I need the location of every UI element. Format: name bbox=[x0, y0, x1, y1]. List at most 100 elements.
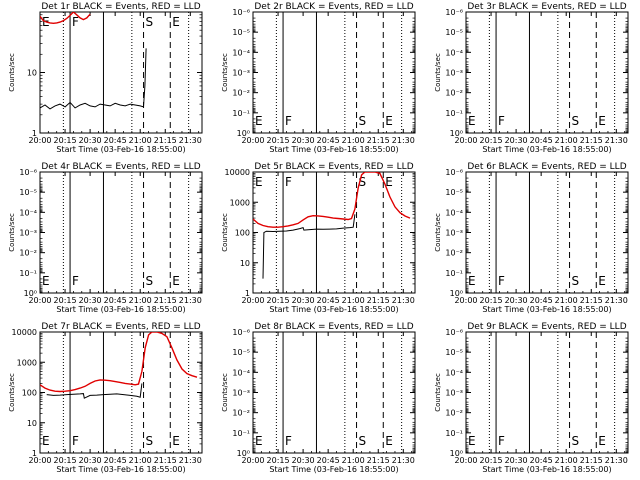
x-tick-label: 20:15 bbox=[54, 136, 77, 145]
x-tick-label: 21:30 bbox=[179, 136, 202, 145]
x-axis-label: Start Time (03-Feb-16 18:55:00) bbox=[482, 305, 611, 314]
y-tick-label: 10⁻⁴ bbox=[232, 48, 250, 57]
x-tick-label: 21:00 bbox=[129, 296, 152, 305]
marker-label: E bbox=[468, 434, 476, 448]
marker-label: E bbox=[385, 434, 393, 448]
y-tick-label: 10⁰ bbox=[237, 129, 250, 138]
series-line-events bbox=[262, 214, 356, 279]
x-tick-label: 21:15 bbox=[367, 296, 390, 305]
x-tick-label: 21:30 bbox=[392, 296, 415, 305]
x-tick-label: 20:30 bbox=[292, 136, 315, 145]
marker-label: E bbox=[385, 114, 393, 128]
x-tick-label: 20:45 bbox=[104, 456, 127, 465]
marker-label: F bbox=[285, 175, 292, 189]
y-tick-label: 10⁻⁶ bbox=[232, 8, 250, 17]
x-tick-label: 21:00 bbox=[129, 456, 152, 465]
y-tick-label: 10⁰ bbox=[450, 289, 463, 298]
series-group bbox=[253, 172, 411, 279]
marker-label: S bbox=[359, 114, 367, 128]
y-tick-label: 10⁻³ bbox=[19, 229, 37, 238]
x-tick-label: 21:30 bbox=[392, 456, 415, 465]
marker-label: S bbox=[572, 274, 580, 288]
marker-label: E bbox=[255, 114, 263, 128]
marker-label: E bbox=[598, 274, 606, 288]
x-tick-label: 21:30 bbox=[179, 456, 202, 465]
x-tick-label: 20:45 bbox=[317, 296, 340, 305]
marker-label: S bbox=[572, 114, 580, 128]
x-tick-label: 20:30 bbox=[292, 296, 315, 305]
x-tick-label: 21:30 bbox=[179, 296, 202, 305]
x-tick-label: 21:00 bbox=[342, 136, 365, 145]
marker-label: E bbox=[255, 175, 263, 189]
series-line-events bbox=[46, 383, 143, 399]
x-tick-label: 20:45 bbox=[317, 456, 340, 465]
y-tick-label: 10⁻³ bbox=[445, 69, 463, 78]
y-tick-label: 1 bbox=[32, 449, 37, 458]
chart-title: Det 4r BLACK = Events, RED = LLD bbox=[41, 162, 200, 172]
marker-label: E bbox=[468, 114, 476, 128]
y-tick-label: 10⁻² bbox=[232, 89, 250, 98]
y-tick-label: 10⁻⁴ bbox=[232, 368, 250, 377]
y-tick-label: 10⁻⁵ bbox=[232, 348, 250, 357]
x-axis-label: Start Time (03-Feb-16 18:55:00) bbox=[269, 145, 398, 154]
chart-title: Det 9r BLACK = Events, RED = LLD bbox=[467, 322, 626, 332]
marker-label: F bbox=[498, 114, 505, 128]
x-tick-label: 20:00 bbox=[241, 456, 264, 465]
x-tick-label: 20:45 bbox=[104, 136, 127, 145]
marker-label: S bbox=[146, 15, 154, 29]
y-tick-label: 10⁻³ bbox=[445, 389, 463, 398]
marker-label: F bbox=[72, 434, 79, 448]
series-group bbox=[40, 12, 147, 110]
marker-label: E bbox=[385, 175, 393, 189]
x-tick-label: 20:00 bbox=[454, 296, 477, 305]
marker-label: E bbox=[598, 114, 606, 128]
marker-label: F bbox=[498, 434, 505, 448]
y-tick-label: 10000 bbox=[12, 328, 37, 337]
y-tick-label: 10⁻⁶ bbox=[445, 8, 463, 17]
y-axis-label: Counts/sec bbox=[8, 213, 16, 252]
y-tick-label: 10⁻¹ bbox=[232, 429, 250, 438]
y-tick-label: 1 bbox=[32, 129, 37, 138]
x-tick-label: 21:30 bbox=[605, 456, 628, 465]
y-tick-label: 100 bbox=[22, 389, 37, 398]
y-axis-label: Counts/sec bbox=[8, 373, 16, 412]
y-tick-label: 1 bbox=[245, 289, 250, 298]
y-tick-label: 10⁻⁴ bbox=[445, 368, 463, 377]
x-tick-label: 21:00 bbox=[129, 136, 152, 145]
x-tick-label: 20:45 bbox=[317, 136, 340, 145]
x-tick-label: 20:15 bbox=[54, 456, 77, 465]
y-tick-label: 10⁻³ bbox=[232, 69, 250, 78]
y-tick-label: 10⁰ bbox=[450, 129, 463, 138]
x-axis-label: Start Time (03-Feb-16 18:55:00) bbox=[482, 465, 611, 474]
chart-title: Det 6r BLACK = Events, RED = LLD bbox=[467, 162, 626, 172]
y-axis-label: Counts/sec bbox=[221, 213, 229, 252]
y-tick-label: 10⁻¹ bbox=[445, 109, 463, 118]
y-tick-label: 100 bbox=[235, 229, 250, 238]
marker-label: E bbox=[172, 15, 180, 29]
chart-title: Det 3r BLACK = Events, RED = LLD bbox=[467, 2, 626, 12]
marker-label: S bbox=[146, 274, 154, 288]
marker-label: S bbox=[572, 434, 580, 448]
x-tick-label: 21:00 bbox=[342, 296, 365, 305]
x-tick-label: 21:15 bbox=[580, 456, 603, 465]
x-tick-label: 20:15 bbox=[267, 456, 290, 465]
y-axis-label: Counts/sec bbox=[434, 213, 442, 252]
y-tick-label: 1000 bbox=[17, 358, 37, 367]
marker-label: F bbox=[285, 114, 292, 128]
x-tick-label: 20:30 bbox=[292, 456, 315, 465]
y-tick-label: 10⁻² bbox=[445, 89, 463, 98]
x-tick-label: 20:45 bbox=[530, 456, 553, 465]
marker-label: E bbox=[172, 434, 180, 448]
plot-frame bbox=[39, 11, 203, 134]
marker-label: F bbox=[72, 15, 79, 29]
marker-label: E bbox=[468, 274, 476, 288]
y-tick-label: 10⁻⁴ bbox=[445, 208, 463, 217]
x-tick-label: 20:15 bbox=[267, 296, 290, 305]
x-tick-label: 20:30 bbox=[79, 456, 102, 465]
